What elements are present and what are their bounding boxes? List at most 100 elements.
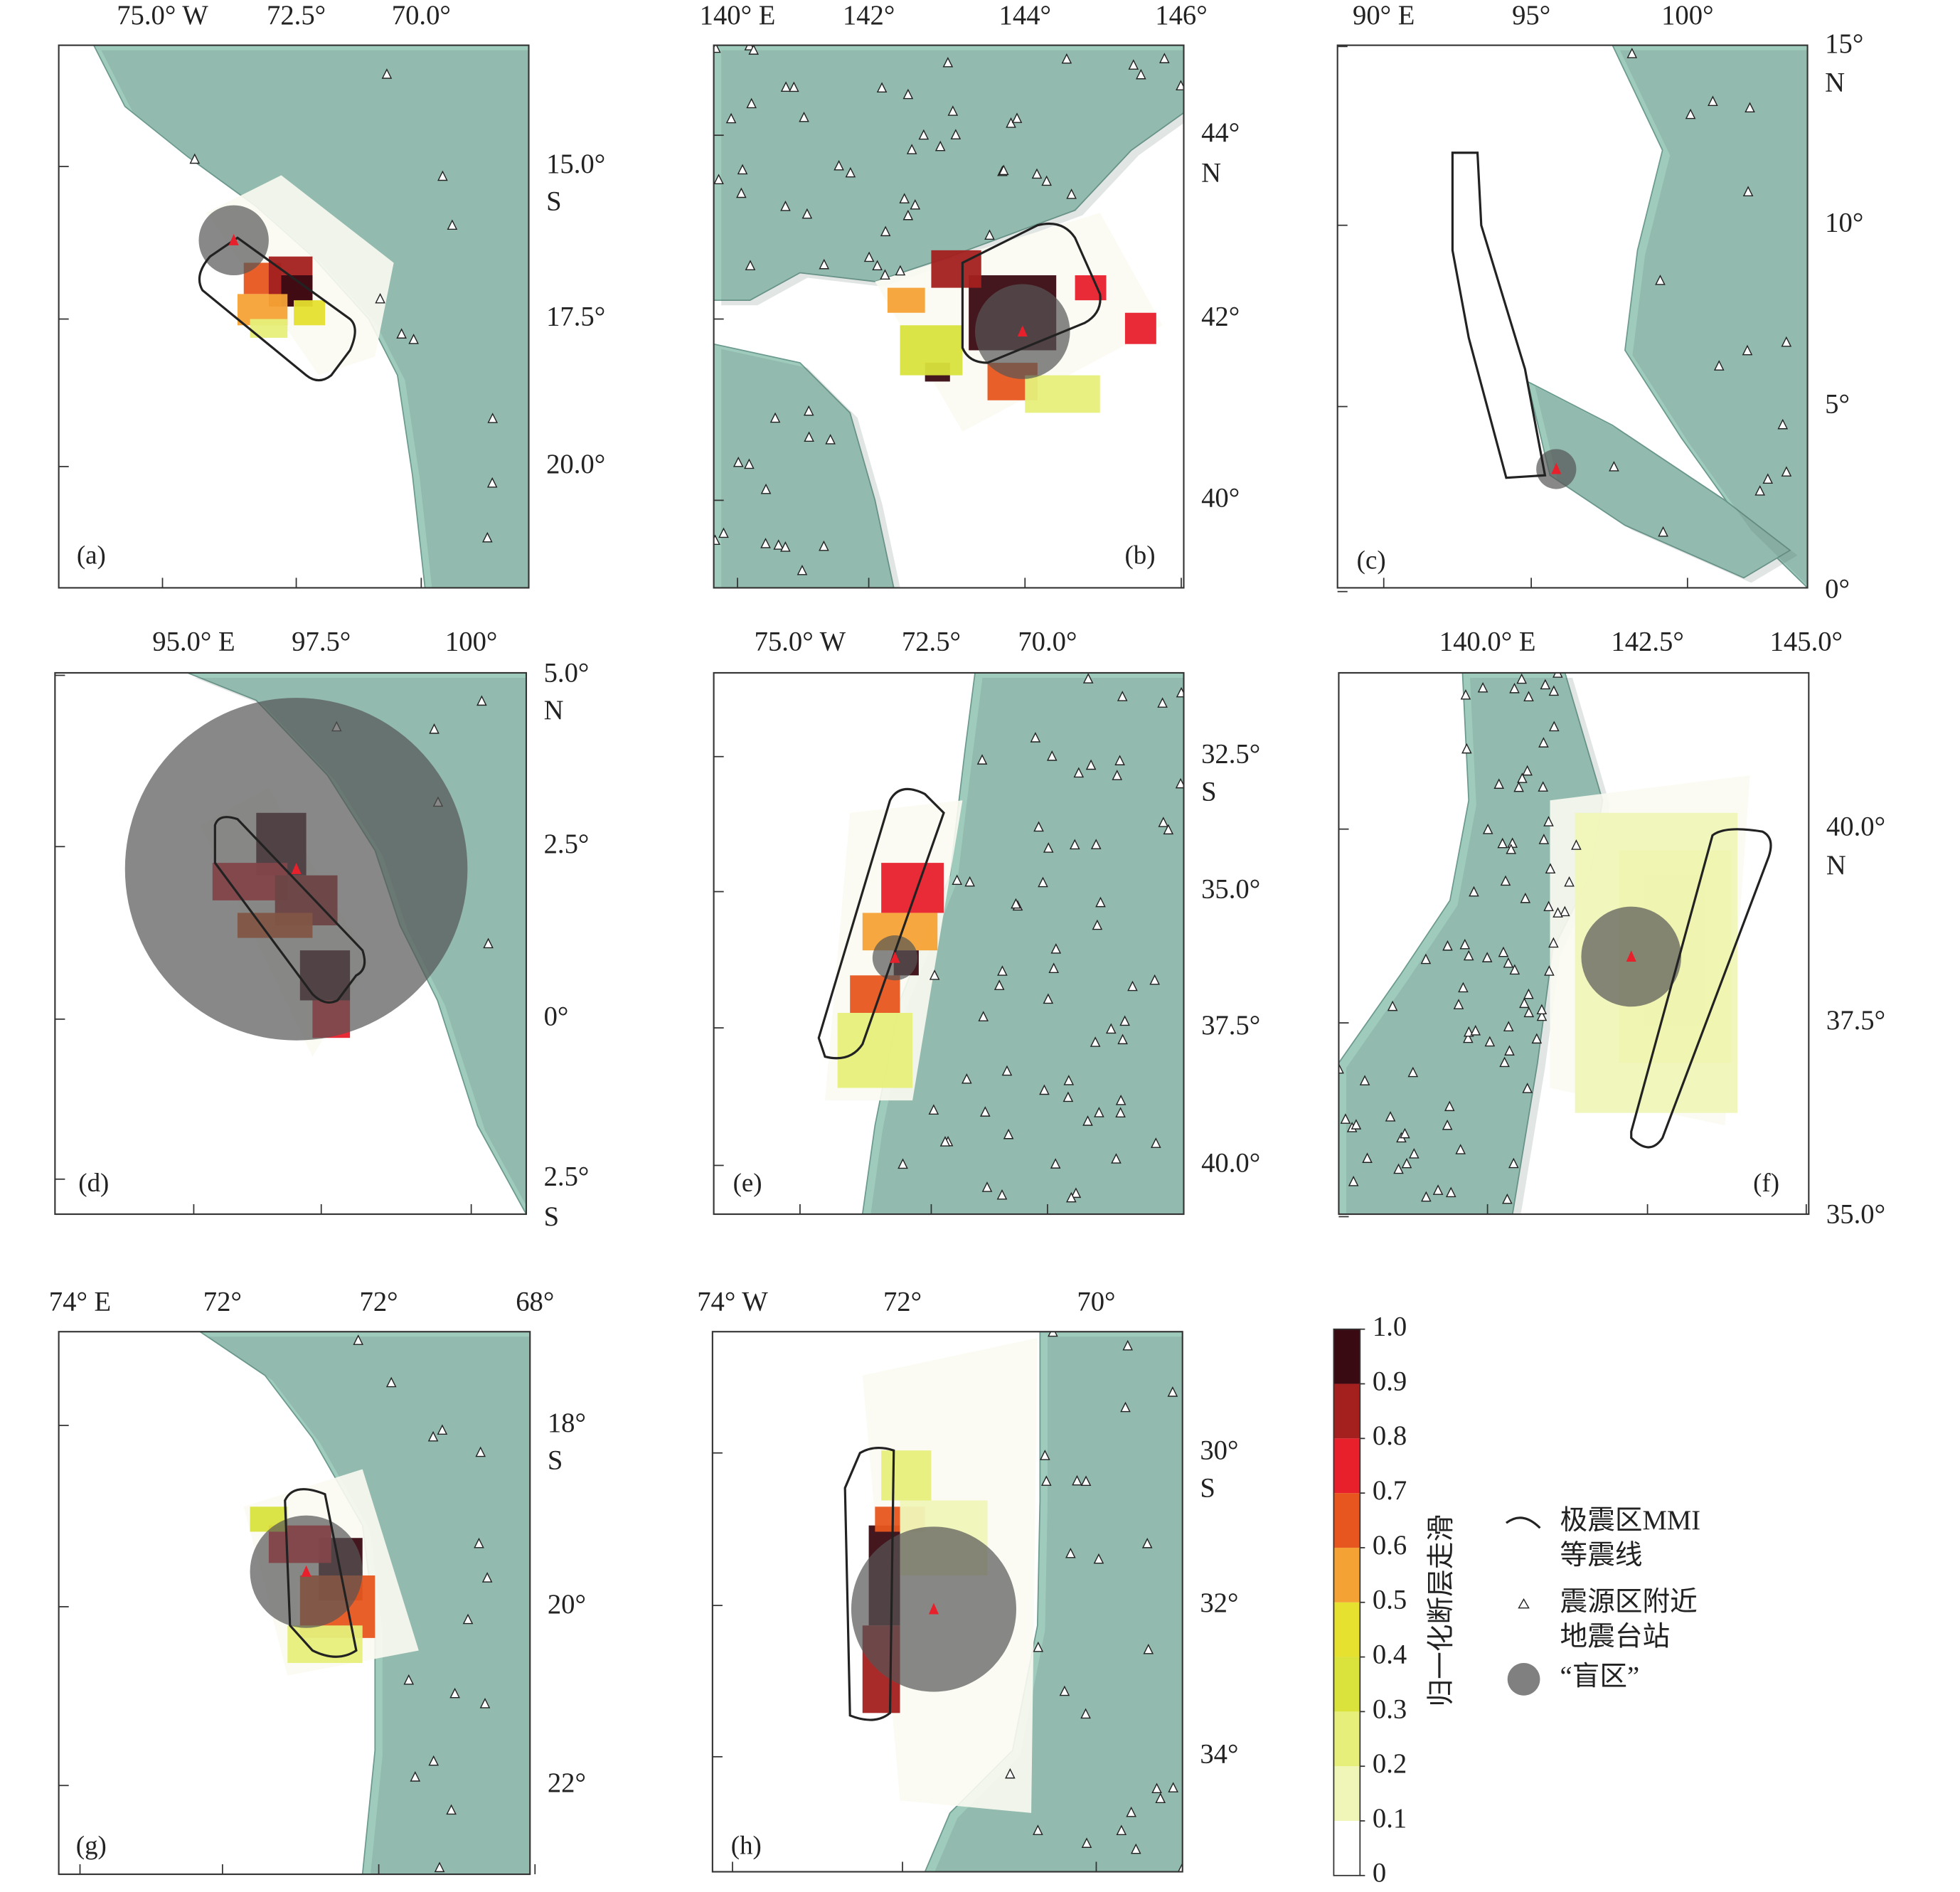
station (1626, 48, 1638, 58)
station (1105, 1023, 1117, 1034)
station (447, 219, 458, 230)
station (1708, 95, 1718, 107)
station (1401, 1157, 1412, 1169)
station (713, 534, 720, 546)
station (1543, 816, 1554, 827)
station (1513, 781, 1524, 792)
station (353, 1334, 364, 1345)
station (486, 477, 498, 488)
station (1543, 900, 1554, 912)
epicenter (1017, 325, 1028, 337)
station (429, 723, 440, 734)
station (1116, 1824, 1127, 1836)
station (1092, 919, 1103, 930)
top-label: 146° (1155, 1, 1207, 31)
station (1143, 1643, 1154, 1654)
right-label: 5° (1825, 389, 1850, 419)
top-label: 75.0° W (755, 627, 846, 657)
right-label: 34° (1200, 1740, 1238, 1770)
legend-text: 极震区MMI (1560, 1506, 1701, 1536)
station (797, 564, 808, 575)
station (1508, 1157, 1519, 1169)
station (780, 541, 791, 552)
station (1155, 1792, 1166, 1803)
mmi-contour (284, 1488, 358, 1658)
map-content (713, 45, 1184, 588)
right-label: 37.5° (1201, 1011, 1260, 1041)
station (1499, 1056, 1510, 1068)
station (475, 1446, 486, 1457)
station (1111, 1153, 1122, 1164)
station (1442, 1119, 1453, 1130)
station (733, 456, 744, 467)
right-label: 10° (1825, 208, 1863, 238)
station (1041, 1475, 1052, 1486)
station (408, 334, 419, 344)
right-label: 22° (548, 1768, 586, 1798)
top-label: 72.5° (267, 1, 326, 31)
station (189, 153, 201, 164)
top-label: 95° (1512, 1, 1550, 31)
station (1031, 168, 1043, 179)
station (487, 413, 499, 423)
right-label: S (1201, 777, 1217, 807)
map-panel: 75.0° W 72.5° 70.0° 15.0° S 17.5° 20.0° (a) (58, 1, 605, 589)
relief (934, 1336, 1183, 1872)
station (863, 251, 875, 262)
station (1564, 876, 1575, 887)
station (1050, 943, 1062, 954)
station (1503, 1021, 1514, 1032)
station (1658, 526, 1668, 537)
station (1359, 1075, 1370, 1085)
station (819, 540, 829, 551)
top-label: 70.0° (392, 1, 451, 31)
colorbar: 1.0 0.9 0.8 0.7 0.6 0.5 0.4 0.3 0.2 0.1 0 归一化断层走滑 (1333, 1312, 1456, 1888)
station (1503, 957, 1514, 968)
station (1094, 1107, 1104, 1117)
mmi-contour (198, 236, 356, 382)
station (1093, 1553, 1104, 1564)
station (984, 229, 995, 240)
legend-text: 震源区附近 (1560, 1587, 1698, 1617)
station (1458, 982, 1469, 993)
right-label: 0° (544, 1002, 569, 1032)
mmi-contour (817, 787, 945, 1060)
station (769, 412, 781, 423)
station (736, 187, 747, 198)
station (1420, 953, 1432, 964)
station (1540, 679, 1551, 690)
station (1043, 842, 1054, 853)
station (1178, 1862, 1183, 1872)
colorbar-segment (1333, 1821, 1360, 1876)
station (872, 260, 883, 271)
station (385, 1376, 397, 1388)
right-label: 15° (1825, 29, 1863, 59)
colorbar-segment (1333, 1493, 1360, 1548)
panel-label: (c) (1357, 546, 1386, 575)
relief (721, 50, 1184, 306)
station (1095, 896, 1106, 908)
station (1609, 461, 1619, 472)
station (1112, 770, 1123, 780)
right-label: 20° (548, 1590, 586, 1620)
station (1745, 102, 1755, 113)
map-content (1338, 672, 1809, 1215)
station (1522, 765, 1533, 776)
station (1157, 697, 1168, 708)
station (1444, 1100, 1455, 1112)
station (1348, 1176, 1359, 1186)
station (1127, 980, 1138, 992)
station (1523, 691, 1534, 701)
station (1552, 672, 1563, 678)
station (1777, 418, 1789, 430)
station (833, 159, 844, 171)
epicenter (228, 234, 239, 245)
right-label: 2.5° (544, 829, 590, 859)
right-label: 37.5° (1826, 1006, 1885, 1036)
map-content (713, 672, 1184, 1215)
land (861, 672, 1184, 1215)
station (449, 1687, 460, 1699)
station (1482, 824, 1493, 834)
top-label: 70° (1077, 1287, 1115, 1317)
